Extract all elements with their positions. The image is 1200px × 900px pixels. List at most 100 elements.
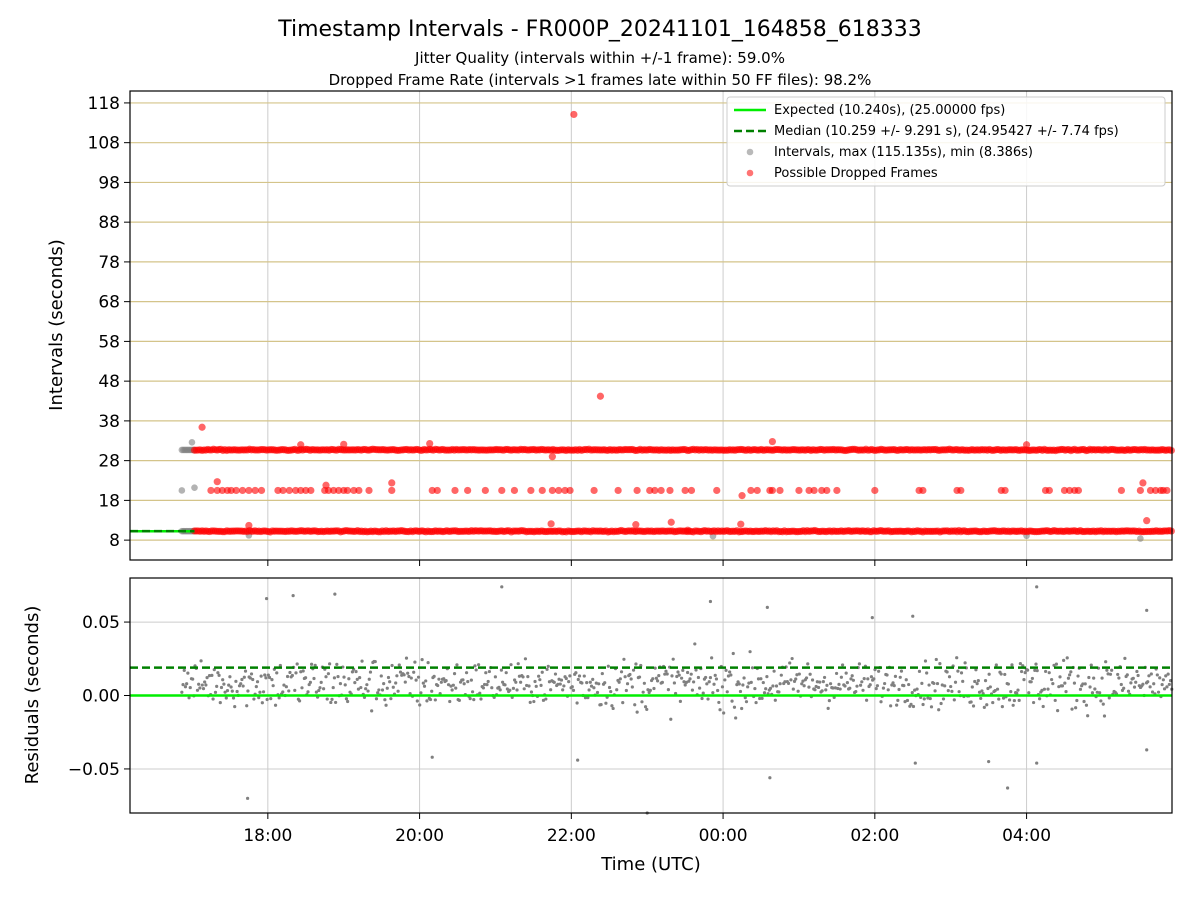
residual-point: [246, 796, 250, 800]
residual-point: [1042, 687, 1047, 691]
residual-point: [585, 680, 589, 685]
residual-point: [1035, 669, 1039, 673]
residual-point: [716, 688, 720, 693]
residual-point: [287, 689, 291, 693]
residual-point: [1152, 682, 1156, 686]
residual-point: [213, 690, 218, 694]
residual-point: [183, 685, 188, 689]
residual-point: [816, 685, 821, 690]
residual-point: [629, 677, 633, 681]
dropped-frame-point: [285, 486, 293, 495]
residual-point: [983, 679, 988, 683]
residual-point: [290, 673, 294, 678]
residual-point: [599, 703, 603, 707]
residual-point: [1069, 670, 1073, 674]
residual-point: [264, 676, 268, 680]
residual-point: [1034, 662, 1038, 666]
residual-point: [210, 673, 214, 677]
residual-point: [587, 688, 591, 692]
dropped-frame-point: [795, 486, 803, 495]
residual-point: [952, 698, 956, 702]
residual-point: [185, 682, 189, 686]
residual-point: [231, 696, 236, 700]
residual-point: [694, 668, 698, 672]
residual-point: [1074, 706, 1078, 710]
residual-point: [444, 679, 448, 683]
dropped-frame-point: [810, 486, 818, 495]
residual-point: [861, 688, 865, 692]
residual-point: [251, 677, 255, 682]
dropped-frame-point: [1045, 486, 1053, 495]
residual-point: [932, 681, 936, 686]
intervals-y-tick-label: 28: [98, 452, 120, 472]
residual-point: [756, 677, 761, 681]
residual-point: [329, 700, 333, 705]
residual-point: [891, 681, 895, 685]
residual-point: [215, 684, 219, 689]
dropped-frame-point: [340, 440, 348, 448]
dropped-frame-point: [1060, 486, 1069, 495]
residual-point: [1060, 684, 1065, 688]
residual-point: [618, 677, 622, 681]
residual-point: [778, 682, 782, 686]
residual-point: [1108, 672, 1113, 676]
residual-point: [1076, 674, 1080, 678]
residual-point: [796, 689, 800, 693]
residual-point: [611, 706, 615, 711]
residual-point: [943, 684, 947, 688]
dropped-frame-point: [957, 486, 965, 495]
residual-point: [303, 676, 308, 680]
dropped-frame-point: [451, 486, 459, 495]
residual-point: [813, 688, 817, 692]
residual-point: [248, 676, 252, 680]
dropped-frame-point: [428, 486, 436, 495]
residual-point: [1161, 678, 1165, 682]
residual-point: [333, 592, 337, 596]
residual-point: [1057, 685, 1061, 689]
residual-point: [768, 686, 773, 690]
residual-point: [795, 673, 799, 677]
dropped-frame-point: [1139, 479, 1147, 487]
residuals-y-tick-label: 0.00: [82, 687, 120, 707]
intervals-y-tick-label: 18: [98, 491, 120, 511]
residual-point: [188, 685, 192, 690]
dropped-frame-point: [747, 486, 755, 495]
residual-point: [291, 594, 295, 598]
dropped-frame-point: [238, 486, 247, 495]
residual-point: [877, 669, 881, 673]
residual-point: [747, 681, 751, 685]
residual-point: [468, 696, 472, 701]
dropped-frame-point: [753, 486, 761, 495]
residual-point: [1035, 761, 1039, 765]
chart-title: Timestamp Intervals - FR000P_20241101_16…: [277, 17, 922, 42]
residual-point: [779, 673, 783, 677]
residual-point: [1007, 698, 1012, 702]
residual-point: [953, 680, 958, 684]
legend-box: [726, 96, 1166, 187]
residual-point: [1030, 676, 1034, 681]
residual-point: [397, 663, 401, 667]
residual-point: [973, 679, 977, 684]
residual-point: [386, 675, 391, 680]
residual-point: [689, 672, 693, 676]
residual-point: [219, 685, 224, 690]
residual-point: [452, 672, 457, 676]
residual-point: [806, 662, 810, 666]
residual-point: [233, 705, 237, 709]
residual-point: [1158, 676, 1162, 680]
residual-point: [1084, 703, 1089, 707]
residual-point: [920, 681, 924, 685]
dropped-frame-point: [1065, 486, 1074, 495]
residual-point: [249, 672, 254, 676]
residual-point: [402, 673, 406, 677]
residual-point: [1116, 672, 1120, 677]
residual-point: [971, 704, 976, 708]
dropped-frame-point: [738, 492, 746, 500]
residual-point: [234, 679, 238, 683]
residual-point: [665, 672, 669, 676]
residuals-x-tick-label: 22:00: [547, 826, 596, 846]
residual-point: [270, 678, 274, 682]
dropped-frame-point: [207, 486, 215, 495]
residual-point: [448, 699, 452, 704]
residual-point: [1093, 687, 1097, 691]
